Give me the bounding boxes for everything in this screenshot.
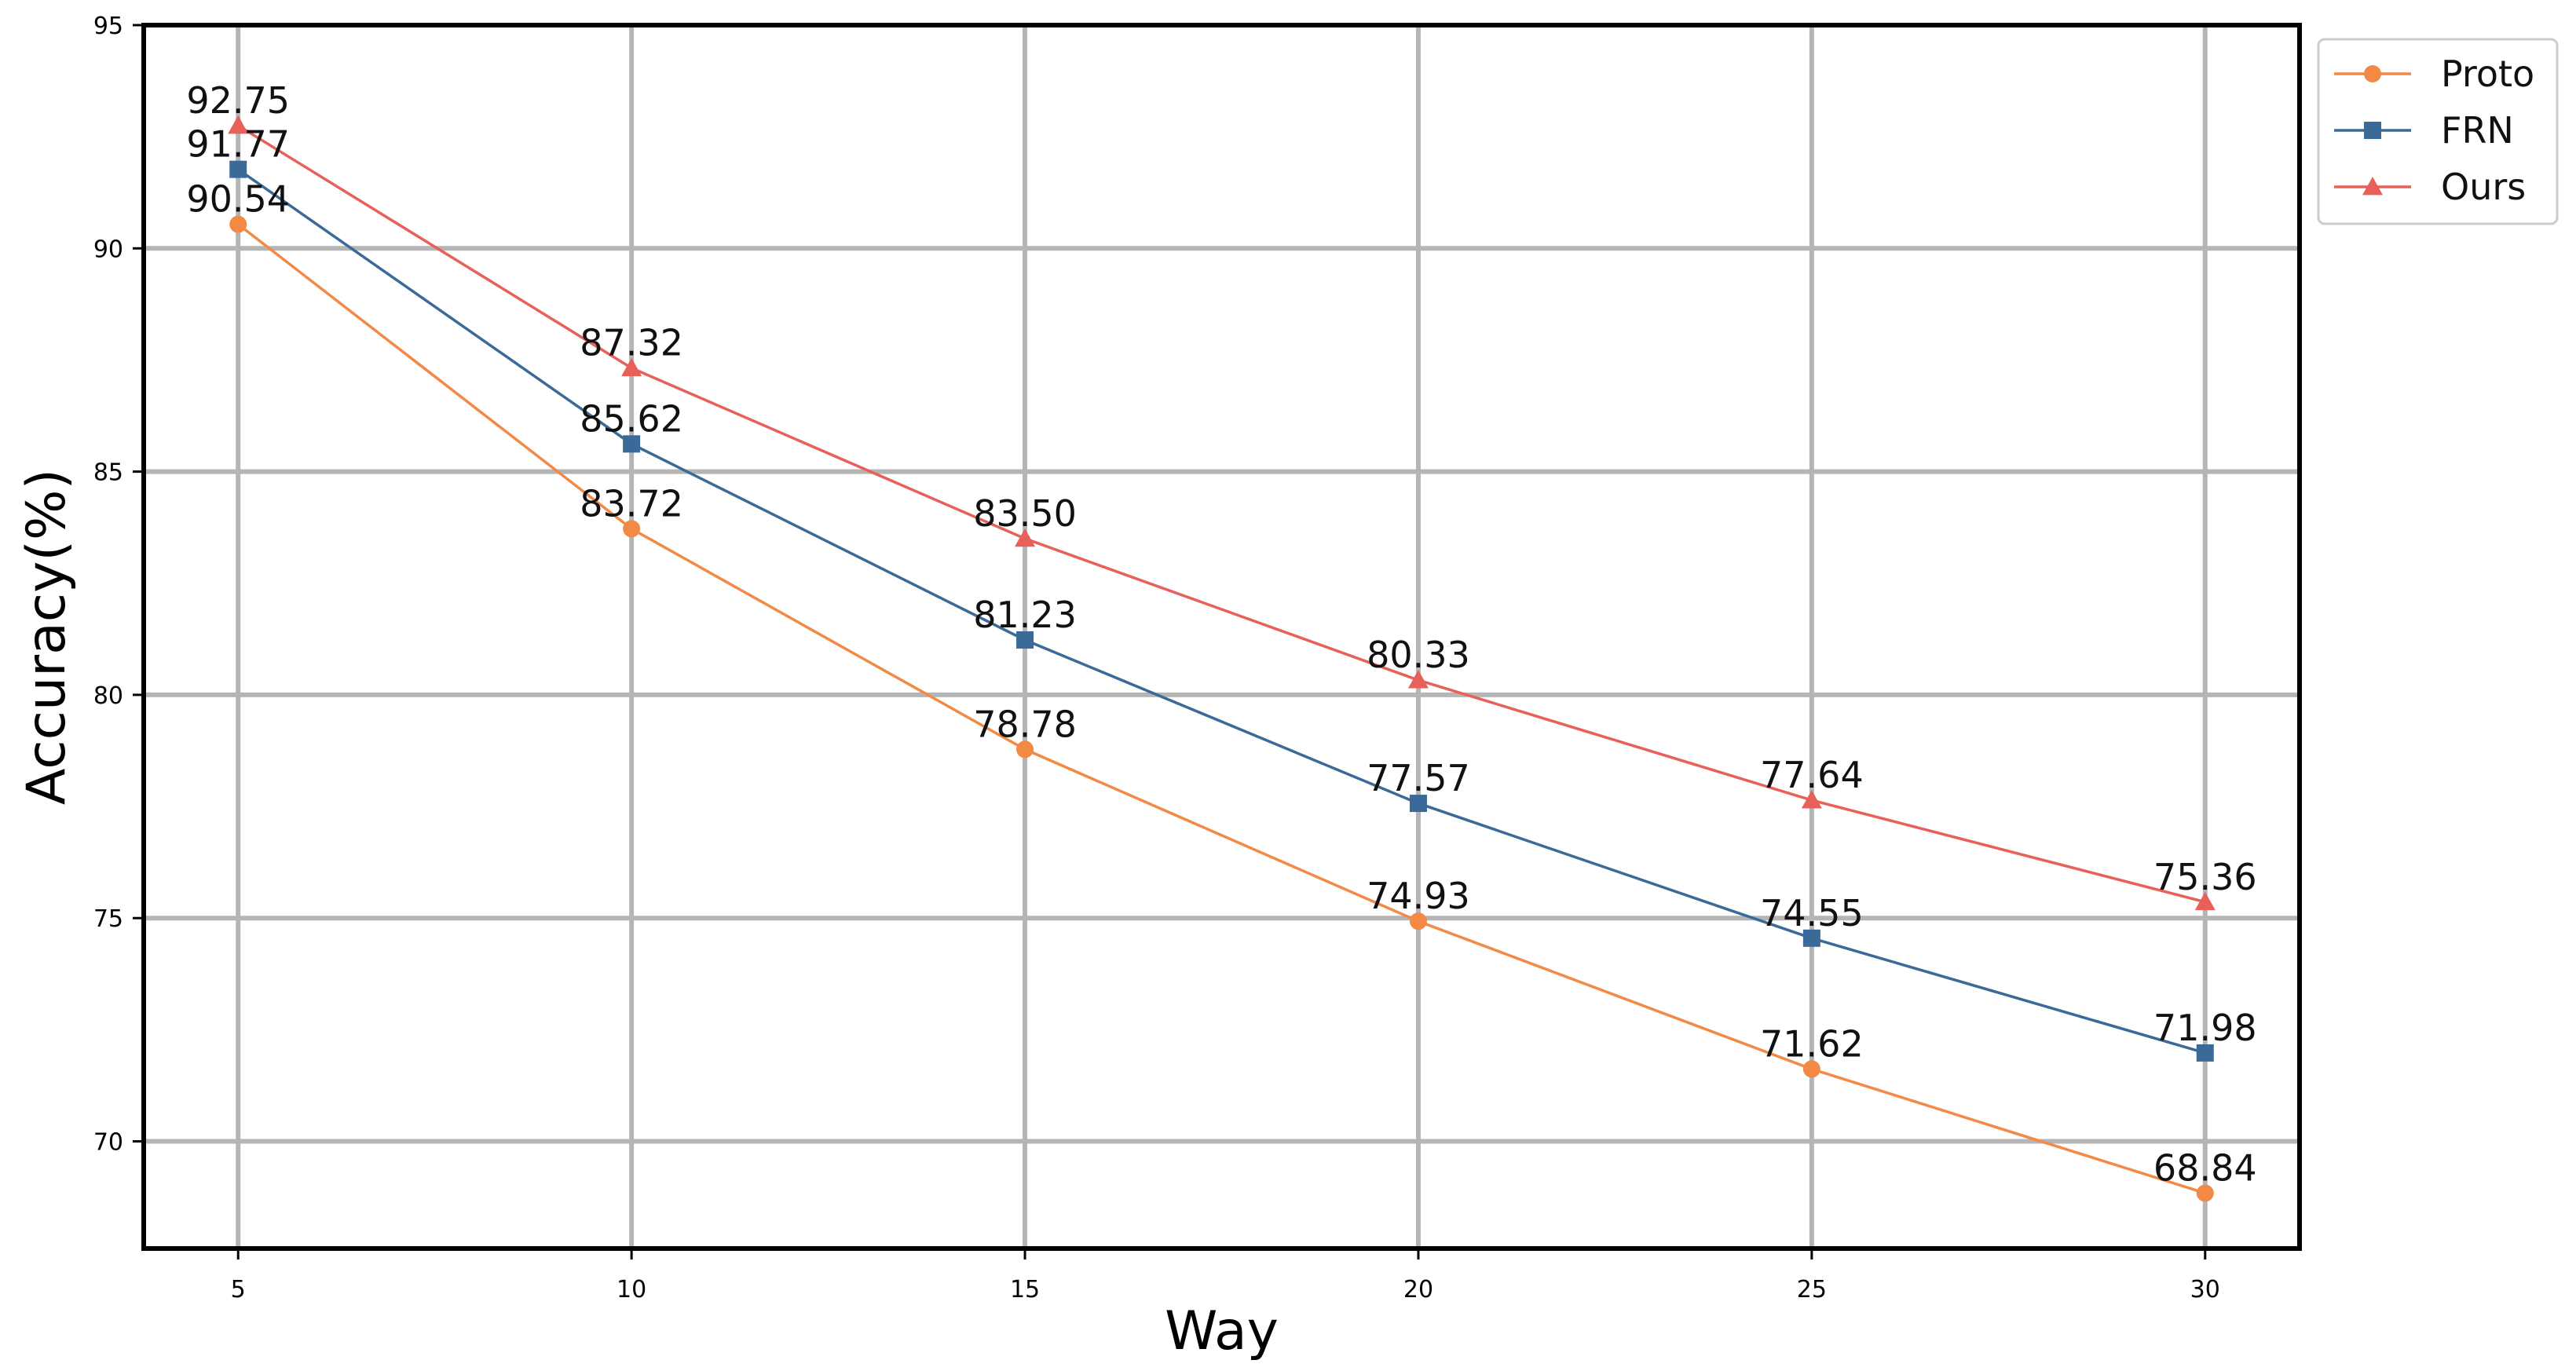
- proto-data-label: 90.54: [186, 178, 290, 221]
- x-tick-label: 30: [2190, 1276, 2220, 1303]
- proto-data-label: 78.78: [973, 703, 1077, 745]
- ours-data-label: 83.50: [973, 492, 1077, 535]
- frn-data-label: 81.23: [973, 594, 1077, 636]
- plot-frame: [141, 23, 2302, 1251]
- ours-data-label: 87.32: [580, 322, 683, 364]
- y-tick-label: 95: [93, 13, 123, 40]
- ours-data-label: 80.33: [1367, 634, 1470, 676]
- proto-series-line: [237, 223, 2206, 1195]
- frn-data-label: 74.55: [1760, 892, 1864, 934]
- frn-point: [229, 160, 247, 178]
- y-axis-label: Accuracy(%): [16, 469, 78, 805]
- x-axis-label: Way: [1165, 1300, 1279, 1362]
- series-lines: [237, 124, 2206, 1195]
- grid-lines: [144, 23, 2300, 1249]
- x-tick-label: 25: [1797, 1276, 1827, 1303]
- frn-data-label: 85.62: [580, 397, 683, 440]
- legend-frame: [2317, 38, 2559, 225]
- ours-data-label: 75.36: [2153, 856, 2257, 898]
- y-tick-label: 90: [93, 236, 123, 263]
- proto-data-label: 68.84: [2153, 1146, 2257, 1189]
- series-markers: [228, 115, 2216, 1202]
- legend: Proto FRN Ours: [2317, 38, 2559, 225]
- proto-point: [229, 215, 247, 233]
- ours-data-label: 77.64: [1760, 754, 1864, 796]
- proto-point: [1409, 912, 1427, 930]
- x-tick-label: 5: [231, 1276, 246, 1303]
- ours-point: [1801, 790, 1822, 809]
- proto-legend-label: Proto: [2441, 53, 2534, 95]
- y-tick-label: 85: [93, 459, 123, 487]
- ours-point: [621, 357, 642, 377]
- x-tick-label: 20: [1403, 1276, 1433, 1303]
- ours-data-label: 92.75: [186, 79, 290, 122]
- y-tick-label: 70: [93, 1129, 123, 1157]
- proto-data-label: 74.93: [1367, 875, 1470, 917]
- frn-legend-label: FRN: [2441, 109, 2514, 152]
- ours-point: [228, 115, 249, 134]
- y-axis-ticks: 70 75 80 85 90 95: [93, 13, 144, 1157]
- frn-point: [2196, 1044, 2214, 1062]
- frn-point: [1802, 929, 1820, 947]
- frn-legend-marker: [2364, 122, 2381, 139]
- x-axis-ticks: 5 10 15 20 25 30: [231, 1249, 2220, 1303]
- proto-data-label: 71.62: [1760, 1022, 1864, 1065]
- frn-point: [1409, 795, 1427, 813]
- x-tick-label: 15: [1010, 1276, 1040, 1303]
- y-tick-label: 75: [93, 905, 123, 933]
- ours-point: [1015, 528, 1036, 547]
- frn-data-label: 71.98: [2153, 1007, 2257, 1049]
- proto-legend-marker: [2364, 65, 2381, 82]
- ours-point: [2194, 891, 2216, 911]
- frn-point: [1016, 631, 1034, 649]
- frn-series-line: [237, 168, 2206, 1055]
- frn-data-label: 77.57: [1367, 757, 1470, 799]
- proto-point: [2196, 1184, 2214, 1202]
- ours-series-line: [237, 124, 2206, 904]
- ours-legend-marker: [2362, 177, 2383, 196]
- data-labels: 90.54 83.72 78.78 74.93 71.62 68.84 91.77 85.62…: [186, 79, 2256, 1190]
- proto-point: [623, 520, 641, 538]
- frn-data-label: 91.77: [186, 123, 290, 166]
- frn-point: [623, 435, 641, 453]
- x-tick-label: 10: [617, 1276, 646, 1303]
- ours-point: [1407, 670, 1429, 689]
- proto-point: [1016, 740, 1034, 759]
- proto-point: [1802, 1060, 1820, 1078]
- proto-data-label: 83.72: [580, 482, 683, 525]
- ours-legend-label: Ours: [2441, 166, 2526, 208]
- y-tick-label: 80: [93, 682, 123, 710]
